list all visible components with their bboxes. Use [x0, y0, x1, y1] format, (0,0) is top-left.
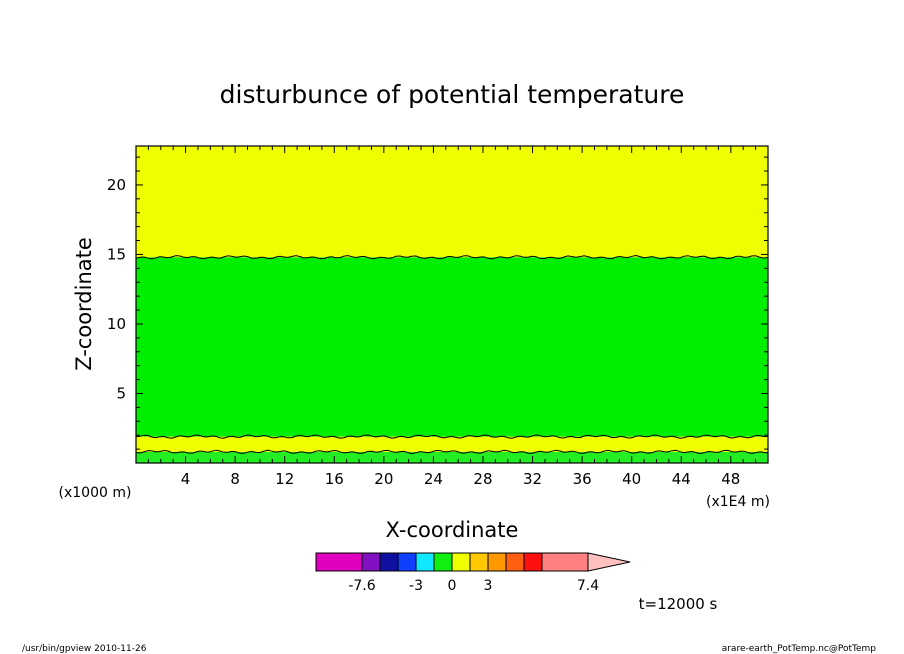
- contour-band-2: [136, 257, 768, 437]
- colorbar-segment: [379, 552, 399, 572]
- contour-line-0: [135, 449, 769, 455]
- x-scale-note: (x1E4 m): [706, 494, 770, 510]
- contour-band-0: [136, 451, 768, 463]
- x-tick-label: 24: [424, 470, 443, 488]
- x-tick-label: 44: [672, 470, 691, 488]
- colorbar-segment: [487, 552, 507, 572]
- colorbar-label: 3: [484, 578, 493, 594]
- x-tick-label: 48: [721, 470, 740, 488]
- chart-title: disturbunce of potential temperature: [220, 80, 685, 109]
- footer-right: arare-earth_PotTemp.nc@PotTemp: [722, 644, 877, 654]
- colorbar: -7.6 -3 0 3 7.4: [315, 552, 631, 594]
- x-tick-label: 8: [230, 470, 240, 488]
- colorbar-label: 7.4: [577, 578, 599, 594]
- contour-band-3: [136, 146, 768, 258]
- colorbar-label: 0: [448, 578, 457, 594]
- x-tick-label: 40: [622, 470, 641, 488]
- y-axis-label: Z-coordinate: [72, 237, 96, 371]
- x-axis: 4 8 12 16 20 24 28 32 36 40 44 48: [147, 146, 769, 488]
- time-label: t=12000 s: [639, 595, 718, 613]
- x-unit-label: (x1000 m): [59, 485, 132, 501]
- x-tick-label: 28: [473, 470, 492, 488]
- contour-line-1: [135, 434, 769, 439]
- colorbar-label: -3: [409, 578, 423, 594]
- x-tick-label: 4: [181, 470, 191, 488]
- y-tick-label: 10: [107, 315, 126, 333]
- footer-left: /usr/bin/gpview 2010-11-26: [22, 644, 147, 654]
- colorbar-segment: [523, 552, 543, 572]
- colorbar-segment: [361, 552, 381, 572]
- x-tick-label: 20: [374, 470, 393, 488]
- y-tick-label: 5: [116, 384, 126, 402]
- plot-area: [135, 145, 769, 464]
- y-axis: 5 10 15 20: [107, 156, 768, 450]
- colorbar-segment: [415, 552, 435, 572]
- y-tick-label: 20: [107, 176, 126, 194]
- x-tick-label: 16: [325, 470, 344, 488]
- colorbar-segment: [541, 552, 589, 572]
- colorbar-segment: [433, 552, 453, 572]
- x-tick-label: 36: [573, 470, 592, 488]
- x-axis-label: X-coordinate: [386, 518, 519, 542]
- colorbar-label: -7.6: [348, 578, 375, 594]
- plot-frame: [135, 145, 769, 464]
- y-tick-label: 15: [107, 245, 126, 263]
- colorbar-segment: [505, 552, 525, 572]
- contour-line-2: [135, 254, 769, 260]
- colorbar-segment: [469, 552, 489, 572]
- colorbar-segment: [397, 552, 417, 572]
- colorbar-segment: [315, 552, 363, 572]
- colorbar-segment: [451, 552, 471, 572]
- colorbar-segment: [587, 552, 631, 572]
- x-tick-label: 12: [275, 470, 294, 488]
- x-tick-label: 32: [523, 470, 542, 488]
- contour-band-1: [136, 436, 768, 452]
